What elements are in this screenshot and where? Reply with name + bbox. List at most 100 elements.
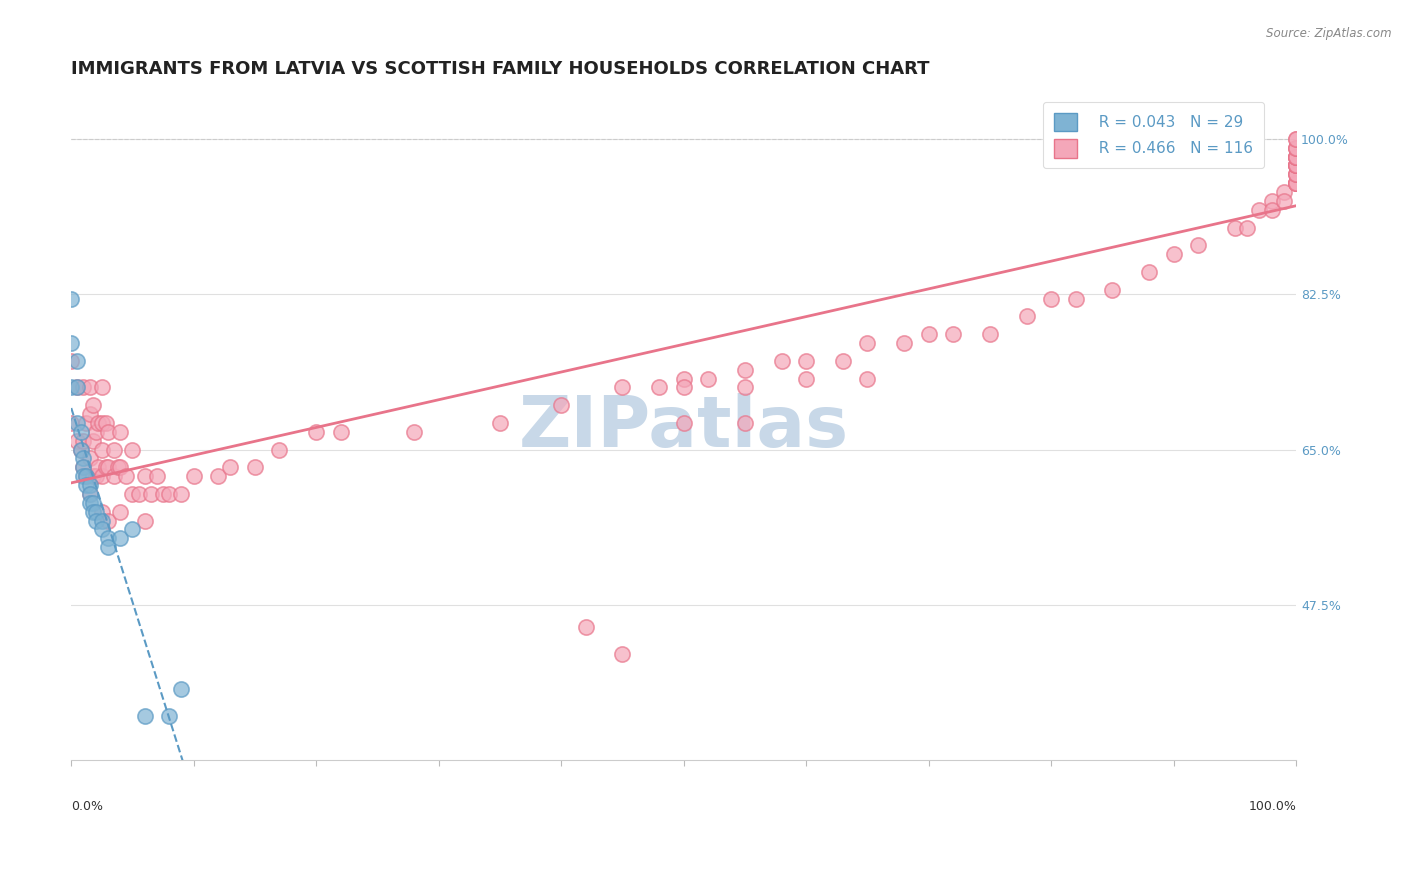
Point [79, 407, 101, 421]
Point [1285, 158, 1308, 172]
Point [139, 487, 162, 501]
Point [1015, 310, 1038, 324]
Point [60, 416, 83, 430]
Point [90, 380, 112, 394]
Point [72, 434, 94, 448]
Point [103, 469, 125, 483]
Point [734, 416, 756, 430]
Point [1285, 158, 1308, 172]
Point [79, 496, 101, 510]
Point [979, 327, 1001, 342]
Point [550, 398, 572, 412]
Point [1285, 176, 1308, 190]
Point [110, 505, 132, 519]
Point [70, 442, 93, 457]
Point [305, 425, 328, 439]
Text: 0.0%: 0.0% [72, 800, 103, 814]
Point [82, 434, 104, 448]
Point [612, 647, 634, 661]
Point [831, 353, 853, 368]
Point [152, 487, 174, 501]
Point [1260, 202, 1282, 217]
Point [1285, 167, 1308, 181]
Point [183, 469, 205, 483]
Point [82, 496, 104, 510]
Point [82, 398, 104, 412]
Point [97, 532, 120, 546]
Point [72, 469, 94, 483]
Point [134, 514, 156, 528]
Point [1285, 132, 1308, 146]
Point [97, 541, 120, 555]
Point [103, 442, 125, 457]
Text: IMMIGRANTS FROM LATVIA VS SCOTTISH FAMILY HOUSEHOLDS CORRELATION CHART: IMMIGRANTS FROM LATVIA VS SCOTTISH FAMIL… [72, 60, 929, 78]
Point [1040, 292, 1063, 306]
Point [794, 371, 817, 385]
Point [97, 514, 120, 528]
Point [146, 469, 169, 483]
Text: Source: ZipAtlas.com: Source: ZipAtlas.com [1267, 27, 1392, 40]
Point [72, 451, 94, 466]
Point [110, 460, 132, 475]
Point [157, 709, 180, 723]
Point [60, 336, 83, 351]
Point [1285, 158, 1308, 172]
Text: ZIPatlas: ZIPatlas [519, 392, 849, 462]
Point [82, 469, 104, 483]
Point [648, 380, 671, 394]
Point [856, 336, 879, 351]
Point [94, 460, 117, 475]
Point [1285, 150, 1308, 164]
Point [115, 469, 138, 483]
Point [90, 469, 112, 483]
Point [734, 362, 756, 376]
Point [1285, 150, 1308, 164]
Point [1236, 220, 1258, 235]
Point [121, 487, 143, 501]
Point [60, 292, 83, 306]
Point [66, 353, 89, 368]
Point [79, 478, 101, 492]
Point [1285, 150, 1308, 164]
Point [82, 505, 104, 519]
Point [66, 416, 89, 430]
Point [75, 478, 97, 492]
Point [84, 469, 107, 483]
Point [66, 380, 89, 394]
Point [70, 442, 93, 457]
Point [134, 469, 156, 483]
Point [79, 487, 101, 501]
Point [110, 532, 132, 546]
Point [121, 442, 143, 457]
Point [1223, 220, 1246, 235]
Point [157, 487, 180, 501]
Point [697, 371, 720, 385]
Point [60, 353, 83, 368]
Point [1101, 283, 1123, 297]
Point [243, 460, 266, 475]
Point [1285, 167, 1308, 181]
Point [207, 469, 229, 483]
Point [1285, 158, 1308, 172]
Point [1285, 150, 1308, 164]
Point [1285, 176, 1308, 190]
Point [79, 451, 101, 466]
Point [612, 380, 634, 394]
Point [734, 380, 756, 394]
Point [75, 469, 97, 483]
Point [90, 442, 112, 457]
Point [60, 380, 83, 394]
Point [107, 460, 129, 475]
Text: 100.0%: 100.0% [1249, 800, 1296, 814]
Point [1163, 247, 1185, 261]
Legend:   R = 0.043   N = 29,   R = 0.466   N = 116: R = 0.043 N = 29, R = 0.466 N = 116 [1043, 102, 1264, 169]
Point [1285, 141, 1308, 155]
Point [170, 487, 193, 501]
Point [1285, 176, 1308, 190]
Point [893, 336, 915, 351]
Point [94, 416, 117, 430]
Point [72, 460, 94, 475]
Point [97, 460, 120, 475]
Point [79, 487, 101, 501]
Point [672, 416, 695, 430]
